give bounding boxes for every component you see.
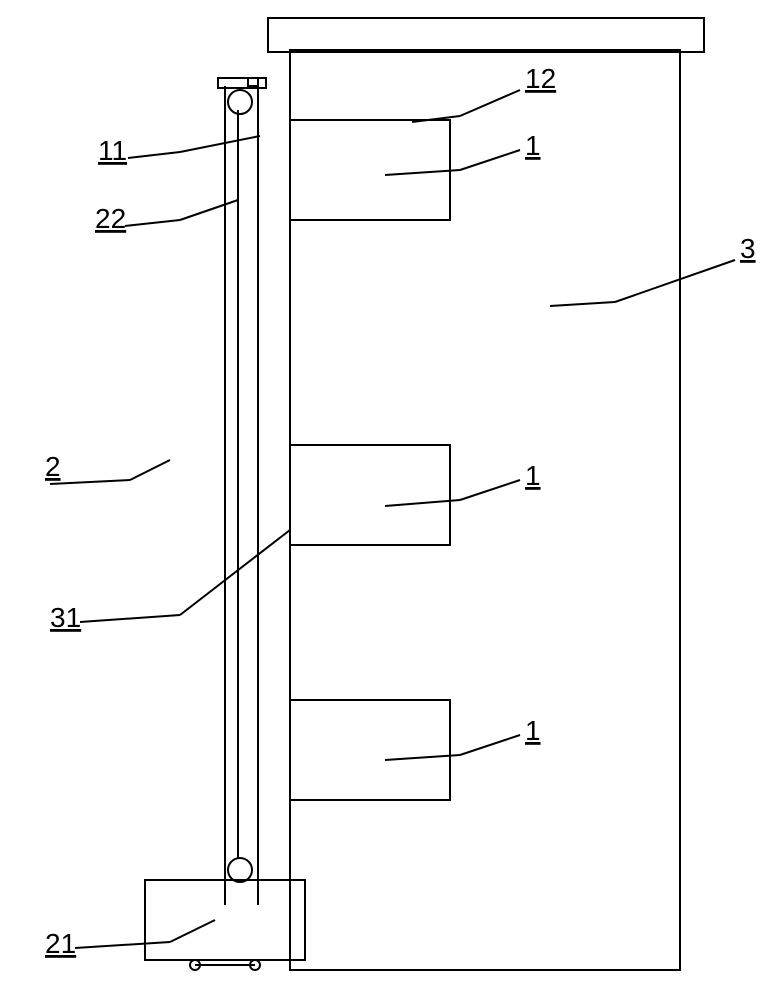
leader-1-top-seg2 [385,170,460,175]
leader-3-seg1 [615,260,735,302]
leader-1-mid-seg1 [460,480,520,500]
leader-11-seg2 [128,152,180,158]
schematic-diagram: 111212232131121 [0,0,773,1000]
label-3: 3 [740,233,756,264]
box-top [290,120,450,220]
leader-31-seg1 [180,530,290,615]
label-22: 22 [95,203,126,234]
leader-3-seg2 [550,302,615,306]
label-31: 31 [50,602,81,633]
label-1-mid: 1 [525,460,541,491]
box-bottom [290,700,450,800]
label-12: 12 [525,63,556,94]
leader-21-seg1 [170,920,215,942]
pulley-top [228,90,252,114]
main-column [290,50,680,970]
label-21: 21 [45,928,76,959]
leader-31-seg2 [80,615,180,622]
leader-1-bot-seg2 [385,755,460,760]
label-1-bot: 1 [525,715,541,746]
label-11: 11 [98,135,127,166]
leader-1-top-seg1 [460,150,520,170]
leader-11-seg1 [180,136,260,152]
label-1-top: 1 [525,130,541,161]
leader-2-seg1 [130,460,170,480]
leader-21-seg2 [75,942,170,948]
label-2: 2 [45,451,61,482]
pole-top-notch [248,78,258,86]
leader-12-seg1 [460,90,520,116]
column-cap [268,18,704,52]
leader-22-seg1 [180,200,238,220]
leader-1-mid-seg2 [385,500,460,506]
pulley-bottom [228,858,252,882]
leader-2-seg2 [50,480,130,484]
box-middle [290,445,450,545]
leader-22-seg2 [125,220,180,226]
leader-1-bot-seg1 [460,735,520,755]
